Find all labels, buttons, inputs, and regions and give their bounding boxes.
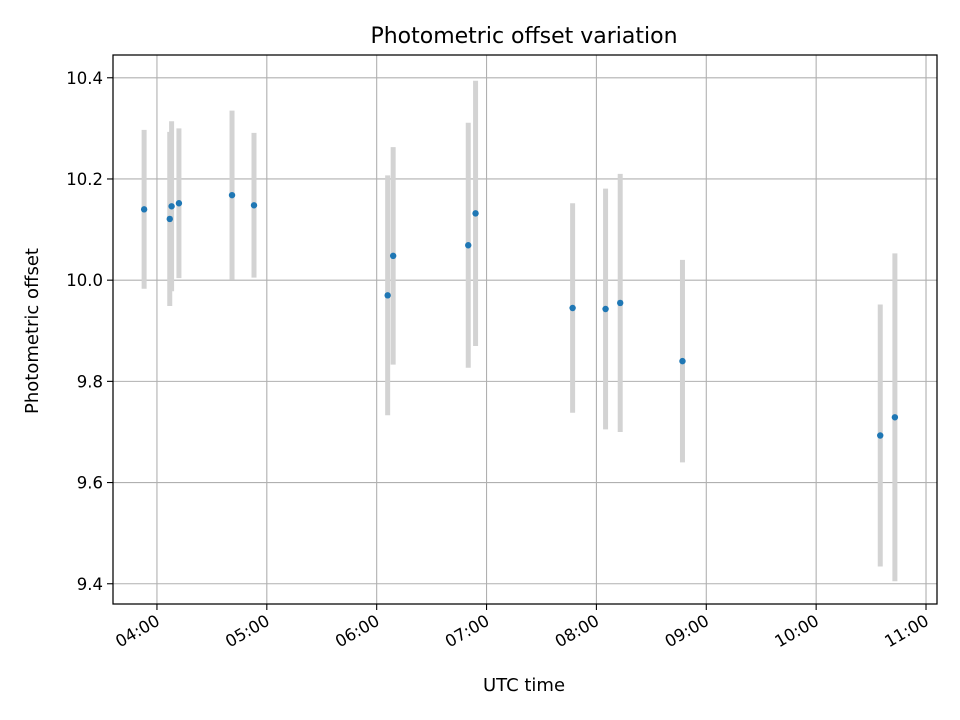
data-point	[877, 432, 884, 439]
data-point	[168, 203, 175, 210]
grid	[113, 55, 937, 604]
y-tick-label: 10.0	[66, 271, 103, 290]
data-point	[569, 304, 576, 312]
x-ticks: 04:00 05:00 06:00 07:00 08:00 09:00 10:00 11:00	[112, 604, 932, 651]
y-ticks: 9.4 9.6 9.8 10.0 10.2 10.4	[66, 69, 113, 594]
x-axis-label: UTC time	[483, 675, 565, 696]
y-tick-label: 9.4	[77, 575, 103, 594]
data-point	[384, 292, 391, 299]
data-point	[175, 200, 183, 207]
y-tick-label: 9.8	[77, 372, 103, 391]
data-point	[465, 242, 472, 249]
data-point	[602, 305, 609, 313]
data-point	[250, 202, 258, 209]
y-tick-label: 9.6	[77, 474, 103, 493]
x-tick-label: 06:00	[332, 611, 383, 651]
y-tick-label: 10.4	[66, 69, 103, 88]
x-tick-label: 11:00	[881, 611, 932, 651]
data-point	[472, 210, 479, 217]
data-point	[228, 191, 236, 199]
data-points	[140, 191, 899, 439]
x-tick-label: 08:00	[552, 611, 603, 651]
x-tick-label: 04:00	[112, 611, 163, 651]
error-bars	[141, 80, 898, 582]
y-tick-label: 10.2	[66, 170, 103, 189]
data-point	[140, 206, 148, 213]
data-point	[166, 215, 173, 223]
data-point	[891, 414, 899, 421]
plot-frame	[112, 54, 938, 605]
x-tick-label: 05:00	[222, 611, 273, 651]
x-tick-label: 10:00	[771, 611, 822, 651]
y-axis-label: Photometric offset	[22, 248, 43, 414]
chart-title: Photometric offset variation	[370, 24, 677, 49]
data-point	[679, 357, 686, 365]
data-point	[617, 299, 624, 307]
x-tick-label: 09:00	[662, 611, 713, 651]
data-point	[389, 252, 397, 260]
x-tick-label: 07:00	[442, 611, 493, 651]
